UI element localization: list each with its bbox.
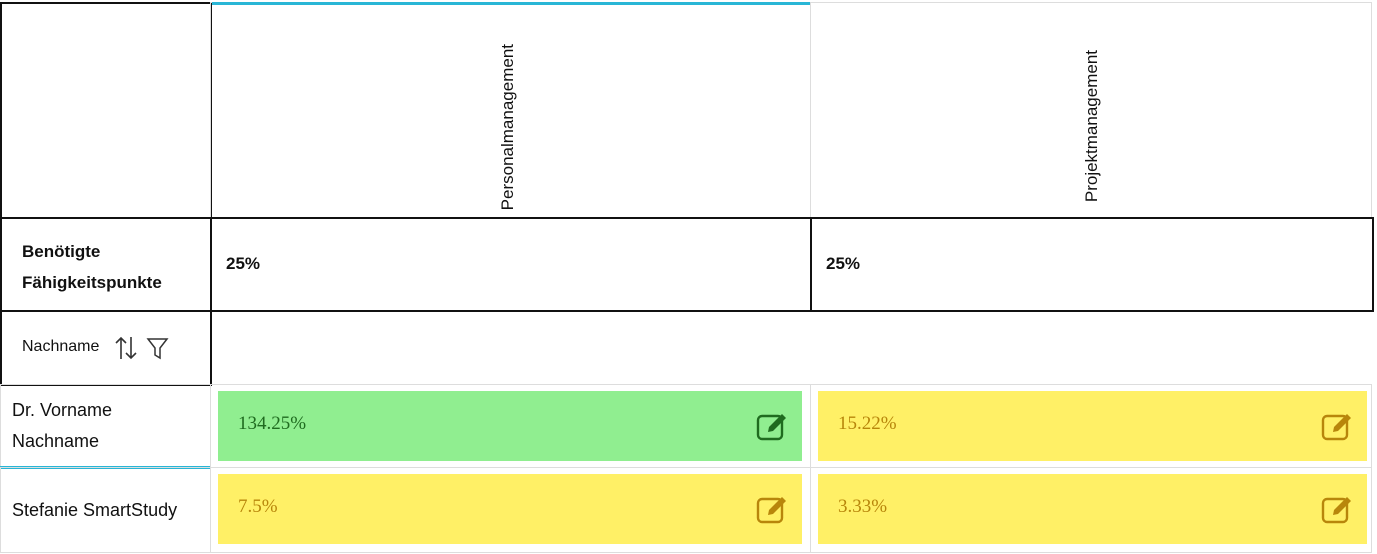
required-label: Benötigte Fähigkeitspunkte: [22, 242, 162, 292]
filter-header-label: Nachname: [22, 338, 100, 355]
column-title: Personalmanagement: [498, 43, 517, 210]
edit-icon[interactable]: [756, 411, 790, 441]
filter-header-cell: [0, 310, 212, 386]
row-name-text: Stefanie SmartStudy: [12, 499, 178, 520]
active-indicator: [212, 2, 810, 5]
row-name-text: Dr. Vorname Nachname: [12, 400, 113, 451]
filter-icon[interactable]: [146, 338, 169, 360]
edit-icon[interactable]: [1321, 411, 1355, 441]
required-cell: [810, 217, 1374, 312]
header-icons: [115, 336, 169, 360]
corner-cell: [0, 2, 212, 219]
edit-icon[interactable]: [756, 494, 790, 524]
score-value: 7.5%: [238, 496, 278, 517]
score-cell: 7.5%: [218, 474, 802, 544]
required-value: 25%: [826, 254, 861, 273]
score-value: 134.25%: [238, 413, 307, 434]
row-name: Stefanie SmartStudy: [12, 467, 202, 553]
score-value: 3.33%: [838, 496, 888, 517]
row-name: Dr. Vorname Nachname: [12, 384, 202, 468]
score-cell: 15.22%: [818, 391, 1367, 461]
cell: [810, 467, 1372, 553]
column-title: Projektmanagement: [1082, 49, 1101, 202]
required-cell: [210, 217, 812, 312]
edit-icon[interactable]: [1321, 494, 1355, 524]
score-cell: 3.33%: [818, 474, 1367, 544]
sort-icon[interactable]: [115, 336, 137, 360]
required-value: 25%: [226, 254, 261, 273]
score-value: 15.22%: [838, 413, 897, 434]
score-cell: 134.25%: [218, 391, 802, 461]
